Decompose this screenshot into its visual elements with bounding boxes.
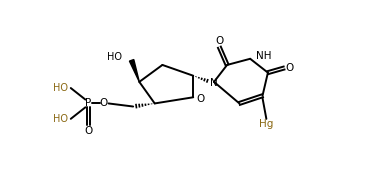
Text: N: N bbox=[210, 78, 218, 88]
Text: NH: NH bbox=[256, 51, 272, 61]
Text: Hg: Hg bbox=[259, 119, 274, 129]
Text: HO: HO bbox=[54, 114, 68, 124]
Text: O: O bbox=[285, 63, 294, 73]
Text: HO: HO bbox=[107, 52, 122, 62]
Text: O: O bbox=[196, 94, 204, 104]
Text: O: O bbox=[84, 126, 93, 136]
Text: O: O bbox=[215, 36, 223, 46]
Text: HO: HO bbox=[54, 83, 68, 93]
Text: O: O bbox=[100, 98, 108, 108]
Text: P: P bbox=[86, 98, 92, 108]
Polygon shape bbox=[130, 59, 139, 82]
